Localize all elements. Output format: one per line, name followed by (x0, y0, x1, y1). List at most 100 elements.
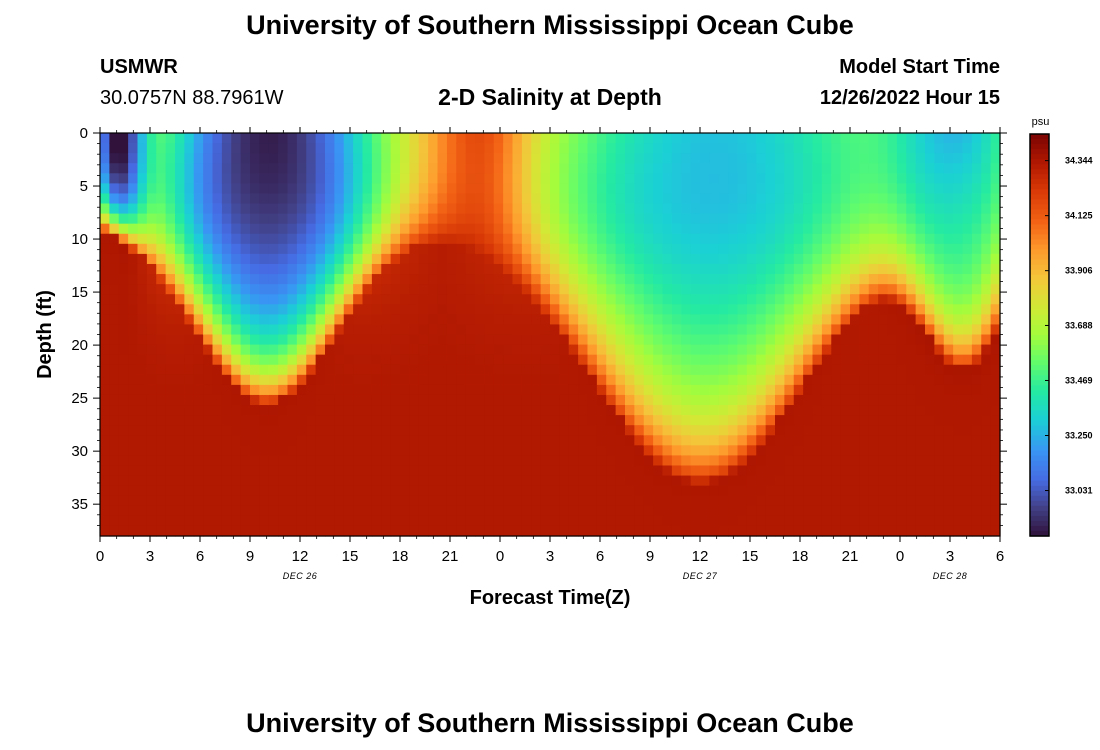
heatmap-cell (737, 354, 748, 366)
heatmap-cell (521, 455, 532, 467)
heatmap-cell (128, 344, 139, 356)
heatmap-cell (709, 354, 720, 366)
heatmap-cell (362, 515, 373, 527)
heatmap-cell (775, 284, 785, 295)
heatmap-cell (400, 354, 410, 366)
heatmap-cell (390, 223, 401, 235)
heatmap-cell (371, 475, 382, 487)
heatmap-cell (221, 334, 232, 346)
heatmap-cell (484, 425, 495, 436)
heatmap-cell (250, 334, 260, 346)
heatmap-cell (568, 344, 579, 356)
heatmap-cell (465, 505, 476, 517)
heatmap-cell (840, 294, 851, 305)
heatmap-cell (728, 173, 739, 184)
heatmap-cell (128, 213, 139, 225)
heatmap-cell (671, 173, 682, 184)
heatmap-cell (962, 324, 973, 336)
heatmap-cell (709, 143, 720, 154)
heatmap-cell (671, 314, 682, 326)
heatmap-cell (400, 203, 410, 215)
heatmap-cell (484, 485, 495, 497)
heatmap-cell (428, 213, 439, 225)
heatmap-cell (231, 455, 242, 467)
heatmap-cell (437, 173, 448, 184)
heatmap-cell (728, 415, 739, 426)
heatmap-cell (156, 485, 167, 497)
heatmap-cell (250, 183, 260, 195)
model-start-value: 12/26/2022 Hour 15 (819, 87, 1000, 109)
heatmap-cell (634, 213, 645, 225)
heatmap-cell (268, 314, 279, 326)
heatmap-cell (418, 163, 429, 174)
heatmap-cell (409, 354, 420, 366)
heatmap-cell (371, 445, 382, 456)
colorbar-segment (1030, 360, 1049, 366)
heatmap-cell (390, 435, 401, 446)
heatmap-cell (475, 173, 485, 184)
heatmap-cell (278, 163, 289, 174)
heatmap-cell (718, 253, 729, 265)
heatmap-cell (343, 495, 354, 507)
heatmap-cell (456, 455, 467, 467)
heatmap-cell (456, 364, 467, 376)
heatmap-cell (550, 495, 560, 507)
heatmap-cell (653, 284, 664, 295)
heatmap-cell (878, 163, 889, 174)
heatmap-cell (540, 133, 551, 144)
heatmap-cell (756, 354, 767, 366)
heatmap-cell (334, 203, 345, 215)
heatmap-cell (137, 415, 148, 426)
heatmap-cell (643, 304, 654, 315)
heatmap-cell (803, 314, 814, 326)
heatmap-cell (353, 394, 364, 406)
heatmap-cell (868, 133, 879, 144)
heatmap-cell (812, 445, 823, 456)
heatmap-cell (315, 415, 326, 426)
heatmap-cell (193, 364, 204, 376)
heatmap-cell (531, 183, 542, 195)
heatmap-cell (784, 515, 795, 527)
heatmap-cell (418, 173, 429, 184)
heatmap-cell (531, 133, 542, 144)
heatmap-cell (803, 233, 814, 245)
heatmap-cell (231, 324, 242, 336)
heatmap-cell (840, 344, 851, 356)
heatmap-cell (325, 243, 335, 255)
heatmap-cell (343, 505, 354, 517)
heatmap-cell (371, 193, 382, 205)
heatmap-cell (756, 465, 767, 477)
heatmap-cell (709, 525, 720, 537)
heatmap-cell (381, 384, 392, 396)
heatmap-cell (193, 314, 204, 326)
heatmap-cell (700, 284, 710, 295)
heatmap-cell (615, 243, 626, 255)
heatmap-cell (231, 415, 242, 426)
heatmap-cell (493, 223, 504, 235)
heatmap-cell (109, 133, 120, 144)
heatmap-cell (868, 455, 879, 467)
heatmap-cell (343, 203, 354, 215)
heatmap-cell (812, 435, 823, 446)
heatmap-cell (296, 364, 307, 376)
heatmap-cell (446, 495, 457, 507)
heatmap-cell (615, 183, 626, 195)
heatmap-cell (728, 274, 739, 285)
heatmap-cell (896, 525, 907, 537)
heatmap-cell (793, 475, 804, 487)
heatmap-cell (653, 173, 664, 184)
heatmap-cell (775, 415, 785, 426)
heatmap-cell (578, 455, 589, 467)
heatmap-cell (400, 143, 410, 154)
heatmap-cell (465, 223, 476, 235)
heatmap-cell (381, 294, 392, 305)
heatmap-cell (315, 485, 326, 497)
heatmap-cell (643, 133, 654, 144)
heatmap-cell (521, 374, 532, 386)
heatmap-cell (953, 525, 964, 537)
heatmap-cell (175, 284, 185, 295)
heatmap-cell (831, 505, 842, 517)
heatmap-cell (334, 495, 345, 507)
heatmap-cell (250, 485, 260, 497)
heatmap-cell (568, 455, 579, 467)
